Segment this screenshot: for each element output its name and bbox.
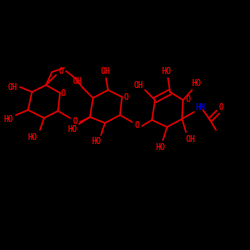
Text: HO: HO (92, 138, 102, 146)
Text: HO: HO (67, 126, 77, 134)
Text: O: O (218, 104, 224, 112)
Text: HN: HN (195, 102, 205, 112)
Text: O: O (72, 118, 78, 126)
Text: O: O (134, 122, 140, 130)
Text: HO: HO (155, 142, 165, 152)
Text: HO: HO (28, 132, 38, 141)
Text: HO: HO (161, 68, 171, 76)
Text: OH: OH (186, 134, 196, 143)
Text: O: O (60, 88, 66, 98)
Text: O: O (186, 96, 190, 104)
Text: O: O (58, 66, 64, 76)
Text: OH: OH (134, 80, 144, 90)
Text: OH: OH (8, 82, 18, 92)
Text: O: O (124, 92, 128, 102)
Text: HO: HO (192, 80, 202, 88)
Text: OH: OH (73, 78, 83, 86)
Text: HO: HO (3, 116, 13, 124)
Text: OH: OH (101, 68, 111, 76)
